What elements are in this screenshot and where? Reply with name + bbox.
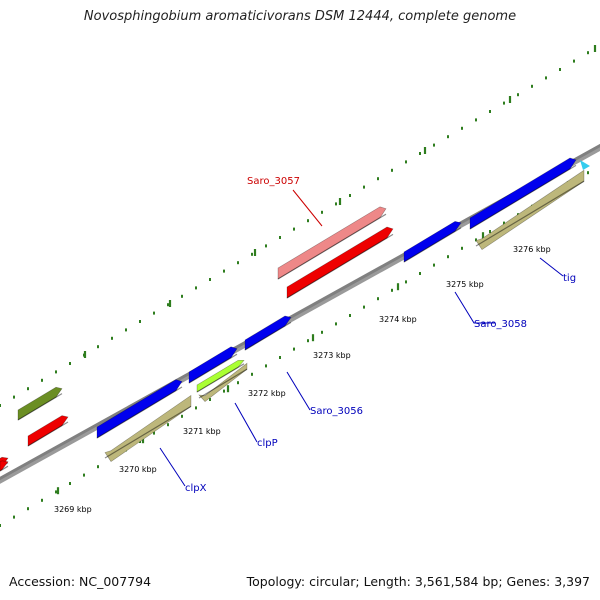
tick-label: 3272 kbp — [248, 389, 286, 398]
inner-tick-row — [0, 171, 589, 527]
gene-saro-3058-shade — [403, 227, 462, 263]
gene-tig — [469, 157, 577, 230]
tick-labels: 3269 kbp 3270 kbp 3271 kbp 3272 kbp 3273 kbp… — [54, 245, 551, 514]
gene-olive-shade — [17, 393, 63, 421]
gene-saro-3057 — [286, 226, 394, 299]
gene-label: Saro_3058 — [474, 319, 527, 330]
leader-line — [234, 402, 258, 443]
genome-summary: Topology: circular; Length: 3,561,584 bp… — [246, 574, 590, 589]
leader-line — [454, 291, 495, 324]
gene-saro-3058 — [403, 221, 462, 263]
leader-line — [159, 447, 186, 487]
gene-label: Saro_3056 — [310, 406, 363, 417]
tick-label: 3271 kbp — [183, 427, 221, 436]
gene-olive — [17, 386, 63, 421]
tick-label: 3274 kbp — [379, 315, 417, 324]
gene-red-1 — [27, 415, 69, 447]
tick-label: 3276 kbp — [513, 245, 551, 254]
gene-red-edge-2 — [0, 460, 9, 472]
gene-saro-3056-shade — [244, 321, 292, 351]
gene-label: tig — [563, 273, 576, 284]
gene-lime — [196, 359, 245, 393]
gene-saro-3057-shade — [286, 233, 394, 299]
gene-khaki-1-shade — [104, 405, 192, 459]
gene-khaki-3-shade — [475, 180, 585, 247]
tick-label: 3275 kbp — [446, 280, 484, 289]
gene-label: clpP — [257, 438, 278, 449]
gene-label: clpX — [185, 483, 207, 494]
tick-label: 3270 kbp — [119, 465, 157, 474]
gene-khaki-3 — [475, 169, 585, 251]
gene-khaki-2-shade — [198, 368, 248, 399]
gene-tig-shade — [469, 164, 577, 230]
genome-backbone — [0, 143, 600, 484]
gene-khaki-1 — [104, 394, 192, 463]
leader-line — [286, 371, 311, 411]
outer-tick-row — [0, 45, 597, 407]
gene-lime-shade — [196, 363, 245, 393]
gene-clpX — [96, 379, 183, 439]
label-leaders — [159, 189, 564, 487]
gene-clpP-shade — [188, 353, 238, 384]
gene-red-edge-2-shade — [0, 465, 9, 472]
gene-khaki-2 — [198, 362, 248, 403]
tick-label: 3269 kbp — [54, 505, 92, 514]
gene-clpX-shade — [96, 386, 183, 439]
gene-saro-3057-pink — [277, 206, 387, 280]
gene-red-1-shade — [27, 421, 69, 447]
backbone-shadow — [0, 144, 600, 484]
gene-saro-3057-pink-shade — [277, 213, 387, 280]
accession-label: Accession: NC_007794 — [9, 574, 152, 589]
gene-labels: Saro_3057 Saro_3058 tig Saro_3056 clpP clpX — [185, 176, 576, 494]
marker-arrow — [580, 160, 590, 170]
gene-label: Saro_3057 — [247, 176, 300, 187]
gene-features — [0, 157, 590, 472]
map-title: Novosphingobium aromaticivorans DSM 1244… — [83, 9, 517, 24]
gene-clpP — [188, 346, 238, 384]
tick-label: 3273 kbp — [313, 351, 351, 360]
leader-line — [292, 189, 323, 227]
gene-saro-3056 — [244, 315, 292, 351]
leader-line — [539, 257, 564, 277]
